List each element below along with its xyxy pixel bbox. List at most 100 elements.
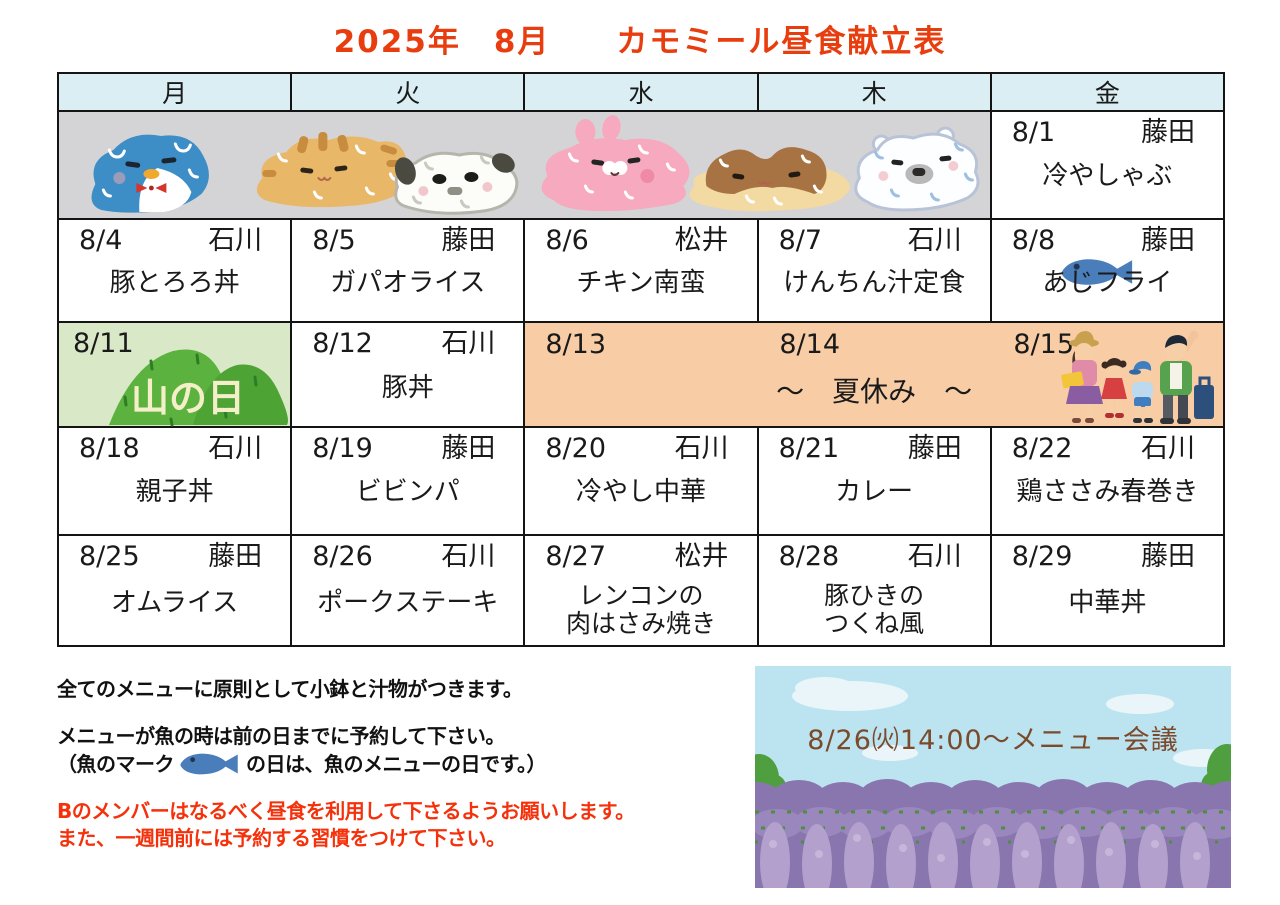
week3-row: 8/11 山の日 8/12 石川 豚丼 (56, 321, 1225, 428)
cell-8-8: 8/8 藤田 あじフライ (989, 218, 1226, 323)
cell-date: 8/28 (778, 541, 840, 572)
cell-staff: 石川 (208, 433, 263, 464)
cell-staff: 石川 (907, 541, 962, 572)
week5-row: 8/25 藤田 オムライス 8/26 石川 ポークステーキ 8/27 松井 レン… (56, 534, 1226, 647)
cell-menu-line1: レンコンの (578, 580, 704, 610)
cell-date: 8/13 (545, 329, 607, 360)
cell-menu-line2: つくね風 (824, 609, 925, 639)
cell-staff: 松井 (674, 541, 729, 572)
cell-date: 8/5 (312, 225, 356, 256)
cell-menu: 豚とろろ丼 (109, 268, 240, 298)
cell-8-1: 8/1 藤田 冷やしゃぶ (989, 110, 1226, 220)
cell-staff: 石川 (441, 541, 496, 572)
cell-menu: レンコンの 肉はさみ焼き (525, 580, 756, 640)
fish-icon (1061, 259, 1132, 285)
cell-8-11-mountain-day: 8/11 山の日 (56, 321, 293, 428)
cell-date: 8/11 (73, 328, 134, 359)
melted-rabbit-icon (541, 115, 690, 212)
cell-date: 8/4 (79, 225, 123, 256)
cell-date: 8/1 (1011, 117, 1056, 148)
cell-menu: ビビンパ (355, 477, 460, 507)
cell-date: 8/18 (79, 433, 140, 464)
weekday-header-tue: 火 (290, 72, 526, 112)
cell-8-25: 8/25 藤田 オムライス (56, 534, 293, 647)
note-fish-mark: （魚のマーク の日は、魚のメニューの日です。） (57, 748, 547, 777)
cell-menu: ポークステーキ (317, 588, 499, 618)
lavender-field-icon (755, 666, 1231, 888)
cell-menu: あじフライ (1042, 268, 1173, 298)
cell-staff: 藤田 (208, 541, 263, 572)
cell-staff: 松井 (674, 225, 729, 256)
lunch-menu-table: 月 火 水 木 金 (56, 72, 1226, 647)
cell-menu-line2: 肉はさみ焼き (565, 609, 716, 639)
cell-staff: 石川 (1141, 433, 1195, 464)
cell-date: 8/20 (545, 433, 607, 464)
cell-date: 8/14 (779, 329, 841, 360)
cell-date: 8/29 (1011, 541, 1073, 572)
summer-vacation-cell: 8/13 8/14 8/15 ～ 夏休み ～ (523, 321, 1225, 428)
family-trip-illustration (1061, 330, 1214, 424)
weekday-header-fri: 金 (989, 72, 1226, 112)
cell-staff: 石川 (907, 225, 962, 256)
cell-date: 8/27 (545, 541, 607, 572)
cell-8-6: 8/6 松井 チキン南蛮 (523, 218, 759, 323)
cell-menu: 中華丼 (1068, 588, 1147, 618)
melted-dog-icon (394, 151, 519, 215)
cell-menu: チキン南蛮 (576, 268, 706, 298)
melted-penguin-icon (91, 134, 209, 213)
melted-animals-illustration (91, 115, 980, 215)
note-fish-mark-after: の日は、魚のメニューの日です。） (246, 752, 547, 776)
cell-menu: オムライス (111, 588, 239, 618)
cell-menu: ガパオライス (330, 268, 486, 298)
weekday-header-wed: 水 (523, 72, 759, 112)
cell-8-4: 8/4 石川 豚とろろ丼 (56, 218, 293, 323)
cell-8-12: 8/12 石川 豚丼 (290, 321, 526, 428)
cell-date: 8/25 (79, 541, 140, 572)
cell-menu: けんちん汁定食 (783, 268, 966, 298)
cell-8-27: 8/27 松井 レンコンの 肉はさみ焼き (523, 534, 759, 647)
warning-line2: また、一週間前には予約する習慣をつけて下さい。 (57, 826, 506, 850)
cell-date: 8/26 (312, 541, 373, 572)
week1-row: 8/1 藤田 冷やしゃぶ (57, 110, 1226, 220)
week4-row: 8/18 石川 親子丼 8/19 藤田 ビビンパ 8/20 石川 冷やし中華 8… (56, 426, 1226, 536)
melted-polar-bear-icon (854, 126, 980, 212)
weekday-header-row: 月 火 水 木 金 (56, 72, 1226, 112)
mountain-day-label: 山の日 (131, 376, 245, 420)
cell-8-22: 8/22 石川 鶏ささみ春巻き (989, 426, 1226, 536)
cell-8-5: 8/5 藤田 ガパオライス (290, 218, 526, 323)
cell-8-18: 8/18 石川 親子丼 (56, 426, 293, 536)
week2-row: 8/4 石川 豚とろろ丼 8/5 藤田 ガパオライス 8/6 松井 チキン南蛮 … (56, 218, 1226, 323)
weekday-header-mon: 月 (56, 72, 293, 112)
cell-8-20: 8/20 石川 冷やし中華 (523, 426, 759, 536)
cell-staff: 石川 (441, 328, 496, 359)
cell-8-29: 8/29 藤田 中華丼 (989, 534, 1226, 647)
melted-animals-cell (57, 110, 992, 220)
cell-menu: 冷やし中華 (575, 477, 706, 507)
summer-vacation-label: ～ 夏休み ～ (776, 375, 973, 408)
cell-staff: 藤田 (907, 433, 962, 464)
cell-menu: 豚丼 (381, 373, 434, 403)
cell-date: 8/21 (778, 433, 840, 464)
cell-staff: 石川 (674, 433, 729, 464)
fish-icon (180, 753, 238, 775)
cell-date: 8/6 (545, 225, 589, 256)
cell-8-7: 8/7 石川 けんちん汁定食 (756, 218, 992, 323)
warning-text: Bのメンバーはなるべく昼食を利用して下さるようお願いします。 また、一週間前には… (57, 798, 635, 852)
cell-staff: 藤田 (1141, 225, 1195, 256)
note-side-dish: 全てのメニューに原則として小鉢と汁物がつきます。 (57, 677, 523, 701)
cell-menu-line1: 豚ひきの (824, 580, 925, 610)
cell-staff: 藤田 (1141, 541, 1195, 572)
cell-staff: 石川 (208, 225, 263, 256)
mountain-day-icon: 山の日 (109, 349, 288, 427)
cell-staff: 藤田 (441, 225, 496, 256)
cell-date: 8/7 (778, 225, 823, 256)
cell-menu: カレー (835, 477, 914, 507)
cell-8-26: 8/26 石川 ポークステーキ (290, 534, 526, 647)
cell-date: 8/19 (312, 433, 373, 464)
warning-line1: Bのメンバーはなるべく昼食を利用して下さるようお願いします。 (57, 799, 635, 823)
page-title: 2025年 8月 カモミール昼食献立表 (333, 24, 947, 60)
cell-date: 8/22 (1011, 433, 1073, 464)
cell-date: 8/15 (1013, 329, 1075, 360)
menu-meeting-text: 8/26㈫14:00～メニュー会議 (807, 725, 1179, 756)
